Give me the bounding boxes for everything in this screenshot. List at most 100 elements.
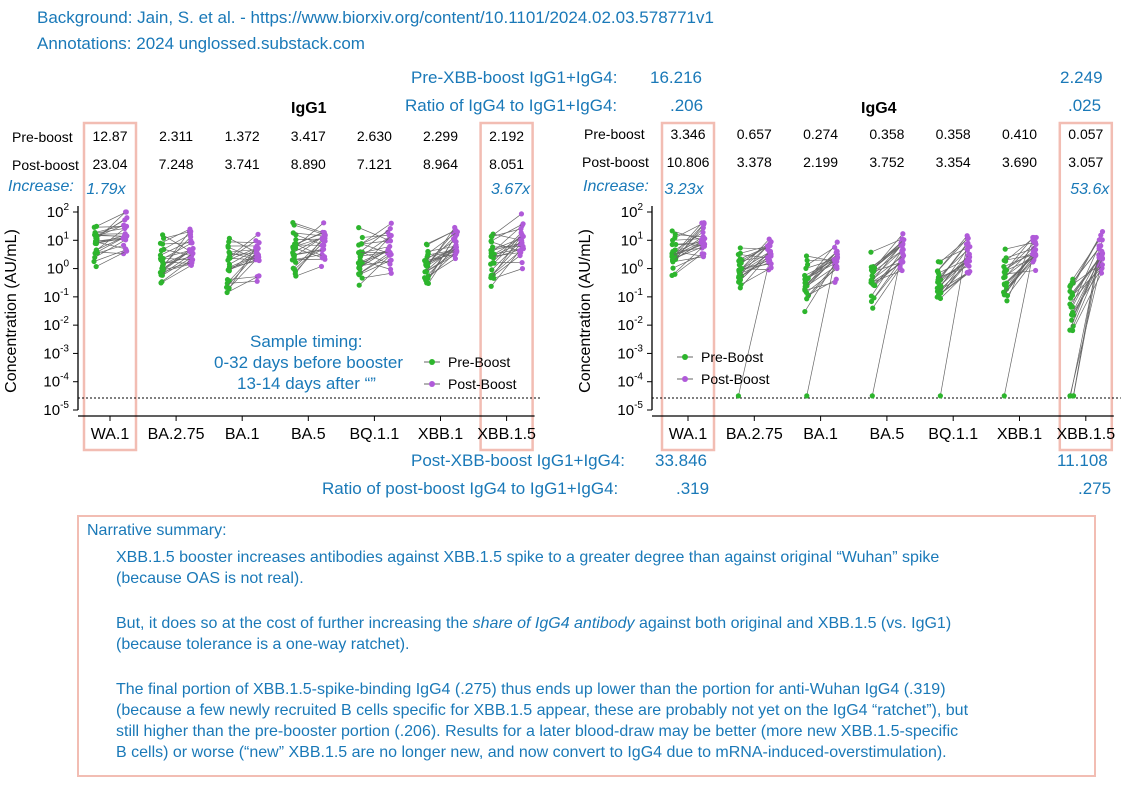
post-boost-point: [120, 235, 126, 241]
post-boost-point: [520, 221, 526, 227]
subject-line: [807, 259, 835, 261]
legend-post-marker: [682, 376, 688, 382]
post-boost-point: [255, 231, 261, 237]
post-boost-point: [319, 242, 325, 248]
post-boost-point: [387, 266, 394, 272]
highlight-box-WA.1: [82, 121, 138, 452]
pre-boost-value-XBB.1.5: 2.192: [489, 128, 524, 144]
post-boost-point: [1032, 267, 1039, 274]
subject-line: [426, 229, 456, 246]
pre-boost-point: [868, 249, 874, 255]
subject-line: [163, 258, 193, 261]
summary-p3-line1: The final portion of XBB.1.5-spike-bindi…: [116, 681, 946, 698]
subject-line: [97, 251, 124, 255]
post-boost-point: [253, 238, 259, 244]
subject-line: [161, 259, 192, 282]
subject-line: [672, 256, 704, 263]
pre-boost-point: [356, 225, 362, 231]
subject-line: [427, 249, 456, 256]
post-boost-value-BA.5: 3.752: [869, 154, 904, 170]
post-boost-point: [253, 245, 259, 252]
pre-boost-point: [738, 281, 744, 288]
post-ratio-wa1: .319: [676, 479, 710, 498]
group-BA.5: [289, 220, 328, 279]
post-boost-value-BA.2.75: 7.248: [159, 156, 194, 172]
post-boost-point: [388, 220, 394, 226]
subject-line: [427, 250, 457, 264]
subject-line: [96, 241, 126, 250]
post-boost-point: [452, 238, 458, 244]
group-WA.1: [91, 209, 130, 270]
post-boost-point: [900, 231, 906, 237]
post-boost-value-BQ.1.1: 7.121: [357, 156, 392, 172]
legend-post-label: Post-Boost: [701, 371, 770, 387]
pre-boost-point: [158, 247, 165, 254]
pre-boost-point: [357, 257, 363, 263]
post-boost-value-WA.1: 23.04: [92, 156, 127, 172]
summary-p3-line4: B cells) or worse (“new” XBB.1.5 are no …: [116, 744, 947, 761]
highlight-box-XBB.1.5: [1058, 121, 1114, 452]
post-boost-total-wa1: 33.846: [655, 451, 707, 470]
pre-boost-point: [226, 239, 232, 245]
pre-boost-point: [356, 282, 362, 288]
subject-line: [1072, 239, 1100, 280]
igg1-pre-row-label: Pre-boost: [12, 129, 73, 145]
subject-line: [672, 251, 704, 257]
y-tick-label: 10-1: [43, 287, 69, 306]
subject-line: [428, 231, 458, 254]
subject-line: [490, 252, 521, 257]
pre-boost-point: [1070, 393, 1077, 399]
pre-boost-point: [356, 249, 362, 256]
post-boost-point: [321, 229, 327, 236]
post-boost-point: [188, 234, 194, 240]
subject-line: [228, 241, 260, 243]
subject-line: [738, 243, 770, 277]
pre-boost-total-xbb: 2.249: [1060, 68, 1103, 87]
subject-line: [360, 259, 391, 270]
subject-line: [95, 238, 124, 244]
subject-line: [806, 251, 838, 286]
subject-line: [295, 247, 323, 259]
highlight-box-WA.1: [660, 121, 716, 452]
sample-timing-pre: 0-32 days before booster: [214, 353, 404, 372]
subject-line: [738, 254, 768, 259]
y-tick-label: 10-3: [43, 343, 69, 362]
subject-line: [294, 243, 325, 258]
pre-boost-point: [160, 235, 167, 241]
subject-line: [871, 243, 903, 282]
subject-line: [938, 258, 969, 274]
post-boost-point: [700, 234, 706, 240]
pre-boost-point: [670, 258, 676, 264]
subject-line: [228, 259, 257, 271]
post-boost-point: [700, 229, 706, 235]
y-tick-label: 102: [47, 202, 70, 221]
pre-boost-point: [672, 271, 678, 277]
pre-boost-point: [1069, 290, 1075, 296]
pre-boost-point: [425, 275, 431, 282]
pre-boost-point: [93, 223, 100, 229]
summary-p1-line2: (because OAS is not real).: [116, 570, 304, 587]
subject-line: [493, 234, 523, 264]
pre-boost-point: [94, 249, 100, 255]
subject-line: [740, 251, 770, 281]
subject-line: [162, 262, 192, 271]
pre-boost-point: [937, 295, 944, 302]
post-boost-point: [188, 238, 194, 244]
post-boost-point: [253, 250, 260, 257]
pre-boost-point: [227, 255, 233, 261]
pre-boost-point: [293, 242, 299, 248]
subject-line: [937, 238, 968, 272]
subject-line: [738, 254, 772, 396]
subject-line: [424, 244, 457, 273]
pre-boost-point: [869, 393, 875, 399]
pre-boost-point: [870, 305, 876, 311]
legend-pre-label: Pre-Boost: [701, 349, 763, 365]
x-tick-label-BA.2.75: BA.2.75: [726, 426, 783, 443]
subject-line: [937, 261, 968, 281]
subject-line: [1003, 254, 1035, 278]
subject-line: [358, 254, 392, 286]
pre-boost-point: [92, 254, 98, 261]
subject-line: [295, 248, 324, 263]
subject-line: [1070, 258, 1100, 299]
y-tick-label: 10-4: [43, 372, 69, 391]
